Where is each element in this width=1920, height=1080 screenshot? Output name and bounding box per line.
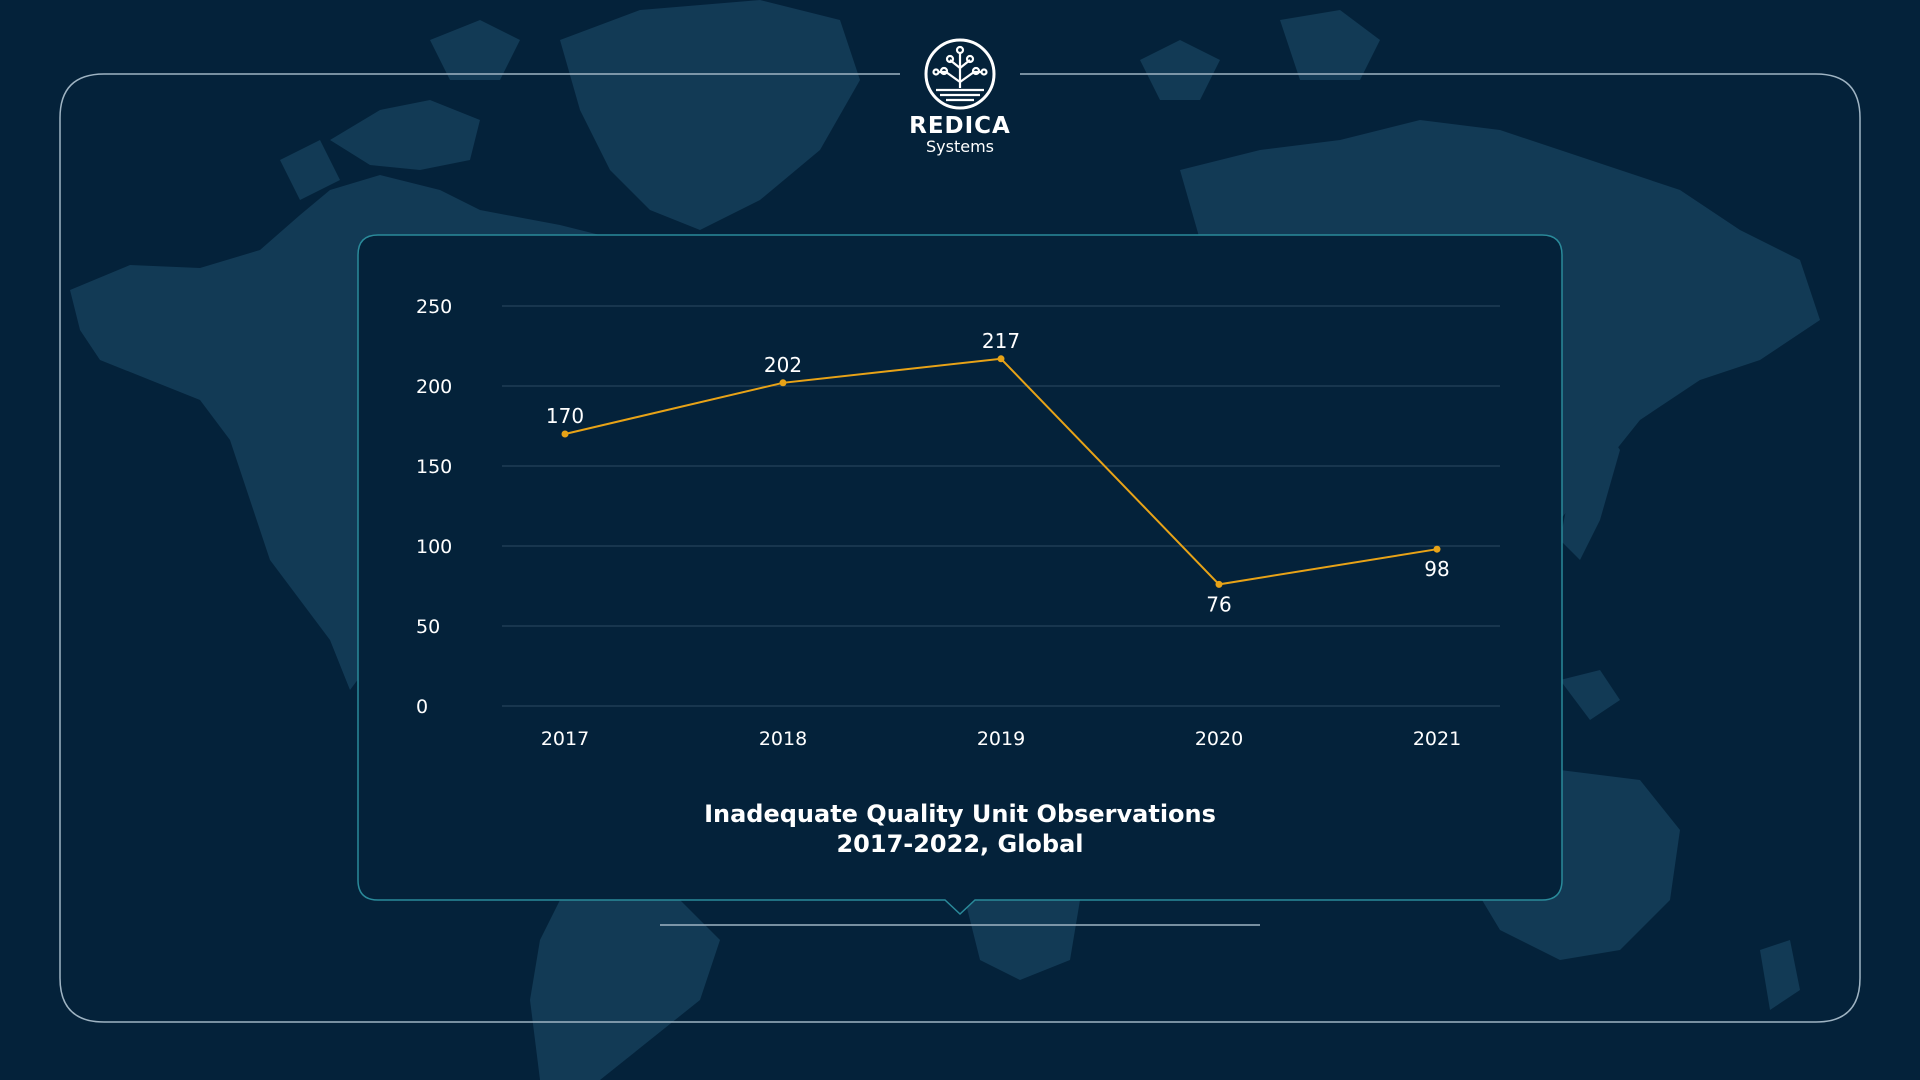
data-label: 98 [1424, 557, 1449, 581]
brand-subtitle: Systems [926, 137, 994, 156]
series-line-observations [564, 357, 1438, 586]
data-point [997, 355, 1005, 363]
brand-logo: REDICA Systems [890, 38, 1030, 168]
y-tick-label: 100 [416, 536, 452, 558]
y-tick-label: 150 [416, 456, 452, 478]
chart-panel [357, 234, 1563, 916]
data-point [1215, 580, 1223, 588]
series-points [561, 355, 1441, 588]
data-point [561, 430, 569, 438]
grid [502, 305, 1500, 707]
y-tick-label: 50 [416, 616, 440, 638]
brand-name: REDICA [909, 113, 1011, 139]
y-tick-label: 0 [416, 696, 428, 718]
x-tick-label: 2021 [1413, 728, 1461, 750]
data-point [779, 379, 787, 387]
chart-subtitle: 2017-2022, Global [836, 830, 1084, 858]
data-labels: 170 202 217 76 98 [546, 329, 1450, 617]
series-line [564, 357, 1438, 586]
tree-logo-icon [924, 38, 996, 110]
y-tick-label: 200 [416, 376, 452, 398]
y-tick-label: 250 [416, 296, 452, 318]
data-label: 170 [546, 404, 584, 428]
x-tick-label: 2018 [759, 728, 807, 750]
x-tick-label: 2019 [977, 728, 1025, 750]
data-label: 76 [1206, 592, 1231, 616]
data-label: 217 [982, 329, 1020, 353]
chart-title: Inadequate Quality Unit Observations [704, 800, 1216, 828]
x-tick-label: 2020 [1195, 728, 1243, 750]
y-axis-ticks: 0 50 100 150 200 250 [416, 296, 452, 718]
data-point [1433, 545, 1441, 553]
data-label: 202 [764, 353, 802, 377]
x-tick-label: 2017 [541, 728, 589, 750]
x-axis-ticks: 2017 2018 2019 2020 2021 [541, 728, 1461, 750]
